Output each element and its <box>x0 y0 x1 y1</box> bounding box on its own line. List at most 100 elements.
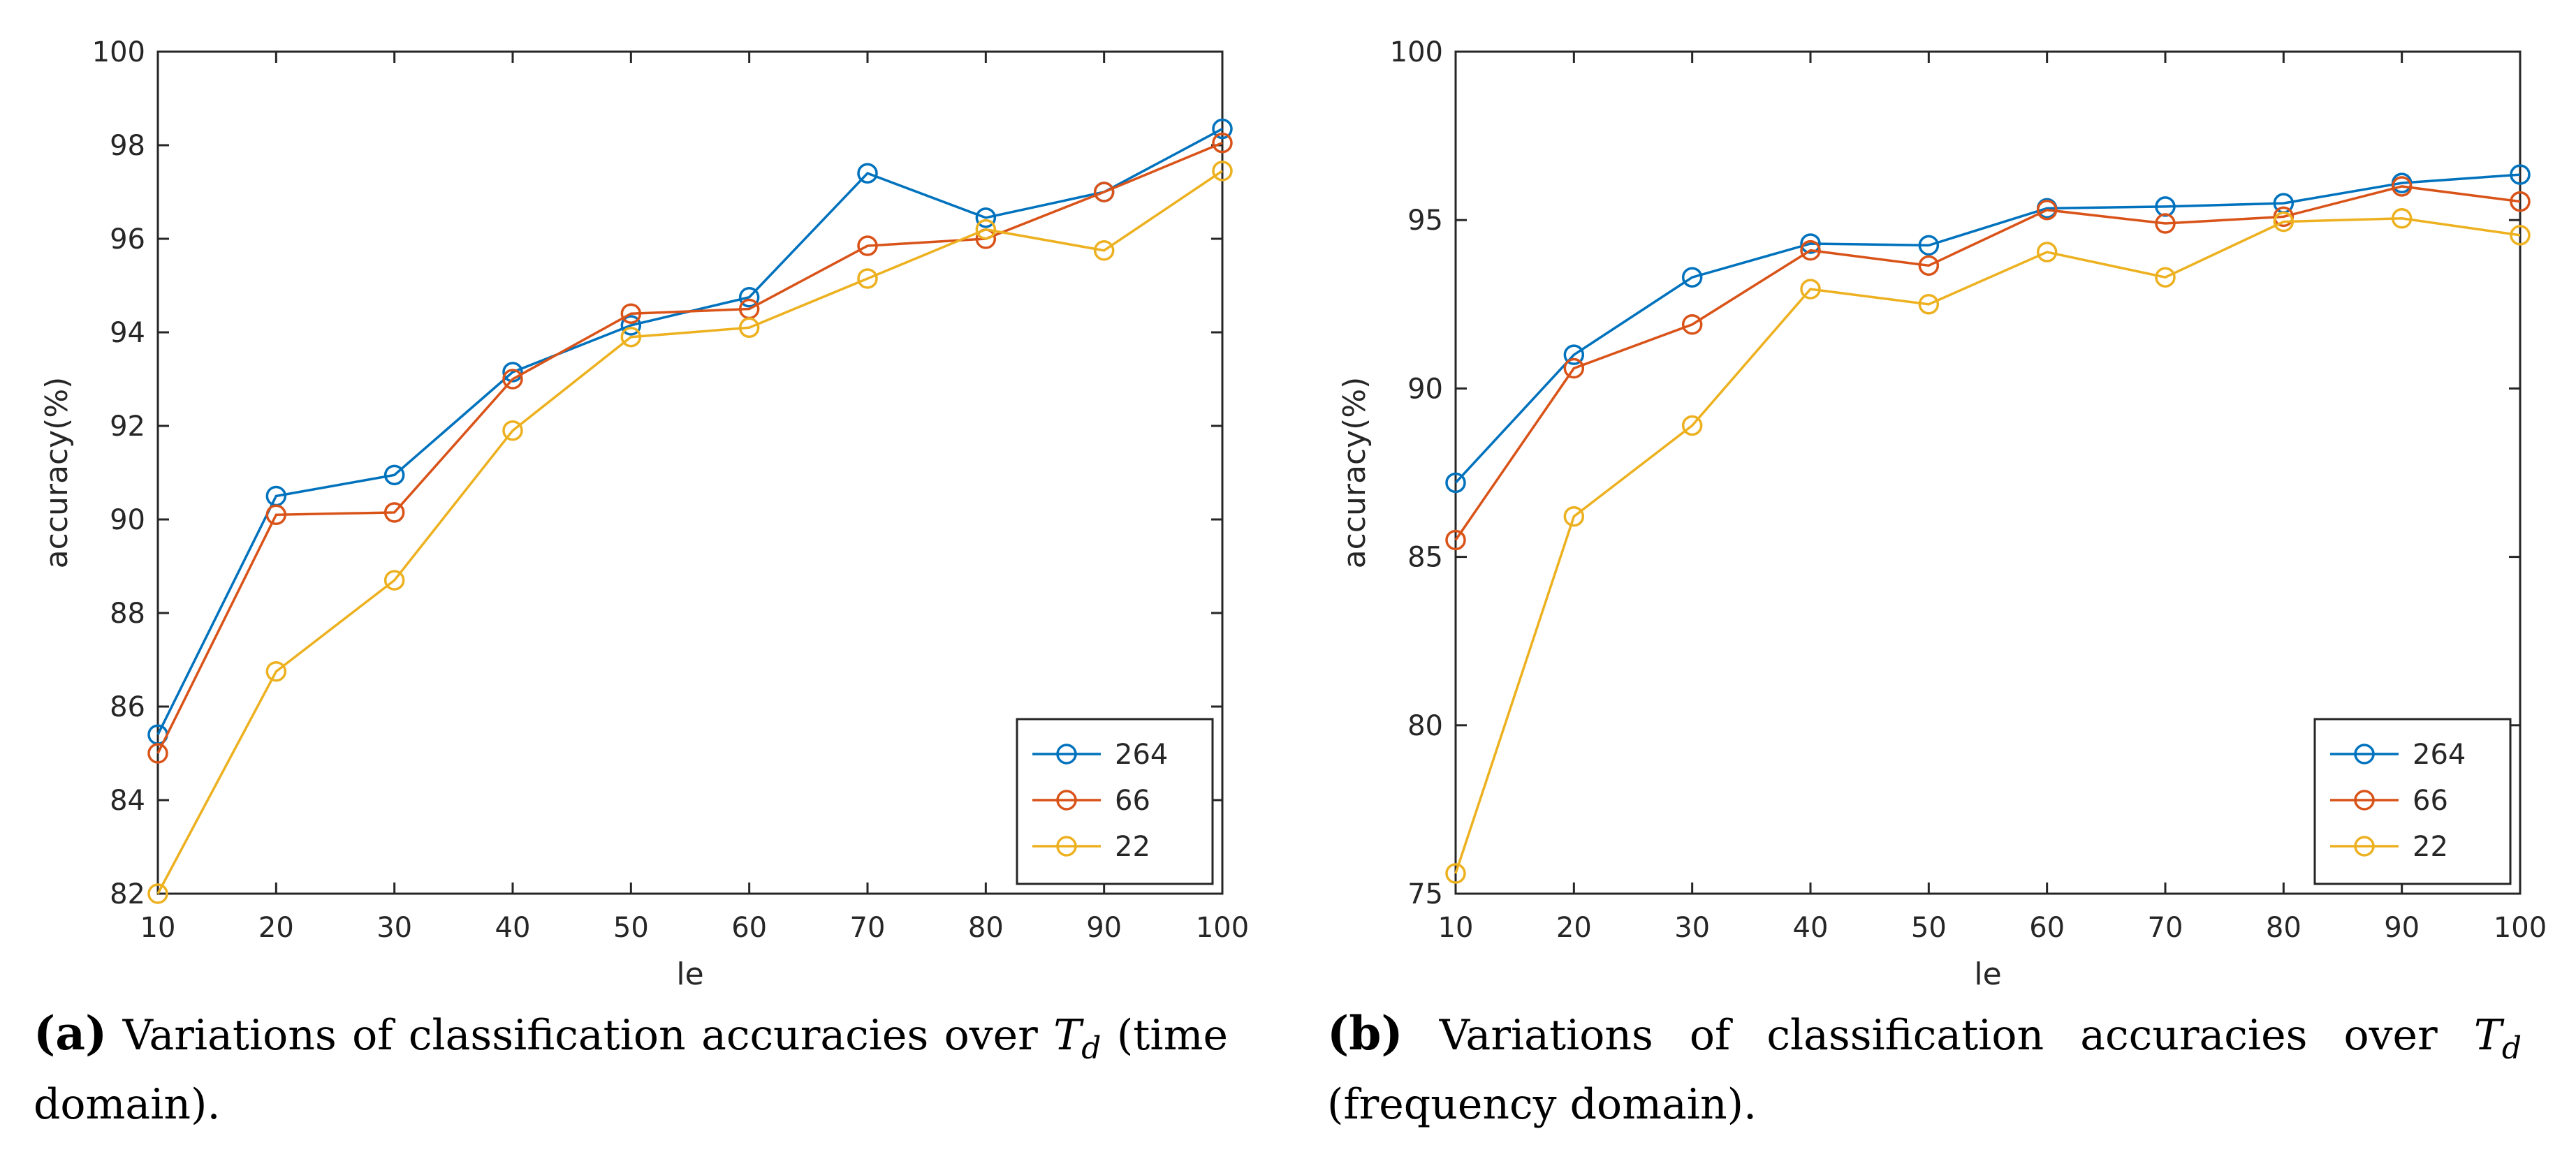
data-point-a-66 <box>147 743 168 764</box>
data-point-b-264 <box>1918 235 1940 256</box>
y-tick-label-a: 82 <box>110 878 145 910</box>
legend-label-a-264: 264 <box>1115 739 1168 771</box>
y-tick-label-b: 80 <box>1407 710 1443 742</box>
data-point-b-22 <box>2510 225 2531 246</box>
legend-marker-a-66 <box>1056 790 1077 811</box>
data-point-b-22 <box>2273 211 2295 232</box>
data-point-a-66 <box>265 504 287 526</box>
x-tick-label-a: 30 <box>376 912 412 944</box>
caption-a-label: (a) <box>34 1006 108 1061</box>
data-point-a-264 <box>738 287 760 308</box>
caption-a-var: Td <box>1053 1011 1102 1066</box>
data-point-a-22 <box>1212 161 1233 182</box>
y-tick-label-a: 94 <box>110 317 145 349</box>
x-tick-label-b: 100 <box>2494 912 2547 944</box>
data-point-b-264 <box>1681 267 1703 288</box>
data-point-b-66 <box>1918 255 1940 276</box>
y-tick-label-b: 95 <box>1407 205 1443 237</box>
series-line-b-66 <box>1454 185 2521 541</box>
x-tick-label-a: 50 <box>613 912 649 944</box>
data-point-b-66 <box>1563 357 1585 379</box>
legend-marker-b-66 <box>2354 790 2375 811</box>
legend-label-a-66: 66 <box>1115 785 1150 817</box>
data-point-a-66 <box>857 235 878 256</box>
x-axis-label-a: le <box>676 957 703 992</box>
legend-label-b-22: 22 <box>2413 831 2448 863</box>
y-tick-label-a: 88 <box>110 598 145 630</box>
data-point-a-22 <box>738 317 760 339</box>
data-point-a-264 <box>857 163 878 184</box>
legend-marker-b-22 <box>2354 836 2375 857</box>
x-tick-label-b: 40 <box>1793 912 1829 944</box>
data-point-b-66 <box>1445 529 1466 551</box>
data-point-b-22 <box>2391 208 2413 229</box>
data-point-b-22 <box>1681 415 1703 436</box>
data-point-a-66 <box>502 369 523 390</box>
x-tick-label-a: 80 <box>968 912 1004 944</box>
data-point-a-22 <box>975 219 997 240</box>
y-tick-label-a: 84 <box>110 785 145 817</box>
data-point-a-22 <box>620 326 642 348</box>
x-tick-label-b: 60 <box>2029 912 2065 944</box>
data-point-a-22 <box>502 420 523 441</box>
y-tick-label-a: 96 <box>110 223 145 256</box>
x-tick-label-a: 20 <box>258 912 294 944</box>
y-axis-label-a: accuracy(%) <box>39 377 75 569</box>
caption-b-var: Td <box>2473 1011 2522 1066</box>
data-point-b-264 <box>1445 472 1466 494</box>
caption-b-tail: (frequency domain). <box>1327 1080 1757 1129</box>
data-point-b-66 <box>2273 206 2295 228</box>
caption-a-tail: (time domain). <box>34 1011 1228 1129</box>
data-point-a-66 <box>383 502 405 523</box>
x-tick-label-a: 90 <box>1086 912 1122 944</box>
data-point-a-264 <box>1212 118 1233 140</box>
data-point-a-264 <box>383 464 405 486</box>
y-tick-label-a: 92 <box>110 411 145 443</box>
data-point-a-66 <box>620 303 642 324</box>
x-axis-label-b: le <box>1974 957 2001 992</box>
series-line-b-264 <box>1454 173 2521 484</box>
legend-a <box>1016 718 1214 885</box>
legend-marker-a-22 <box>1056 836 1077 857</box>
caption-b: (b) Variations of classification accurac… <box>1327 1005 2522 1132</box>
data-point-a-22 <box>857 268 878 289</box>
x-tick-label-a: 100 <box>1196 912 1249 944</box>
data-point-b-264 <box>2510 164 2531 185</box>
data-point-a-66 <box>1212 132 1233 154</box>
data-point-b-66 <box>2036 199 2058 221</box>
x-tick-label-b: 80 <box>2266 912 2301 944</box>
x-tick-label-b: 20 <box>1556 912 1592 944</box>
data-point-b-66 <box>1800 239 1821 261</box>
x-tick-label-b: 50 <box>1911 912 1947 944</box>
legend-label-a-22: 22 <box>1115 831 1150 863</box>
data-point-a-22 <box>1093 240 1115 261</box>
series-line-a-22 <box>156 170 1223 894</box>
data-point-b-264 <box>1563 344 1585 365</box>
caption-a-text: Variations of classification accuracies … <box>122 1011 1038 1060</box>
x-tick-label-b: 10 <box>1438 912 1474 944</box>
x-tick-label-a: 60 <box>731 912 767 944</box>
y-tick-label-b: 85 <box>1407 542 1443 574</box>
y-tick-label-b: 75 <box>1407 878 1443 910</box>
legend-marker-b-264 <box>2354 744 2375 765</box>
y-tick-label-b: 90 <box>1407 373 1443 405</box>
y-tick-label-a: 86 <box>110 691 145 723</box>
x-tick-label-b: 90 <box>2384 912 2420 944</box>
legend-b <box>2313 718 2512 885</box>
data-point-b-22 <box>1918 294 1940 315</box>
series-line-b-22 <box>1454 217 2521 874</box>
data-point-b-22 <box>2036 242 2058 263</box>
data-point-b-264 <box>1800 233 1821 254</box>
y-tick-label-a: 100 <box>92 36 145 68</box>
series-line-a-66 <box>156 142 1223 754</box>
data-point-a-22 <box>147 883 168 904</box>
data-point-a-264 <box>620 315 642 336</box>
y-tick-label-a: 90 <box>110 504 145 536</box>
chart-a: 10 20 30 40 50 60 70 80 90 100 82 84 86 88 90 92 94 96 98 1… <box>39 36 1249 992</box>
data-point-b-66 <box>2391 176 2413 197</box>
data-point-a-264 <box>975 207 997 228</box>
data-point-b-22 <box>1563 505 1585 527</box>
x-tick-label-a: 70 <box>850 912 886 944</box>
legend-label-b-264: 264 <box>2413 739 2466 771</box>
